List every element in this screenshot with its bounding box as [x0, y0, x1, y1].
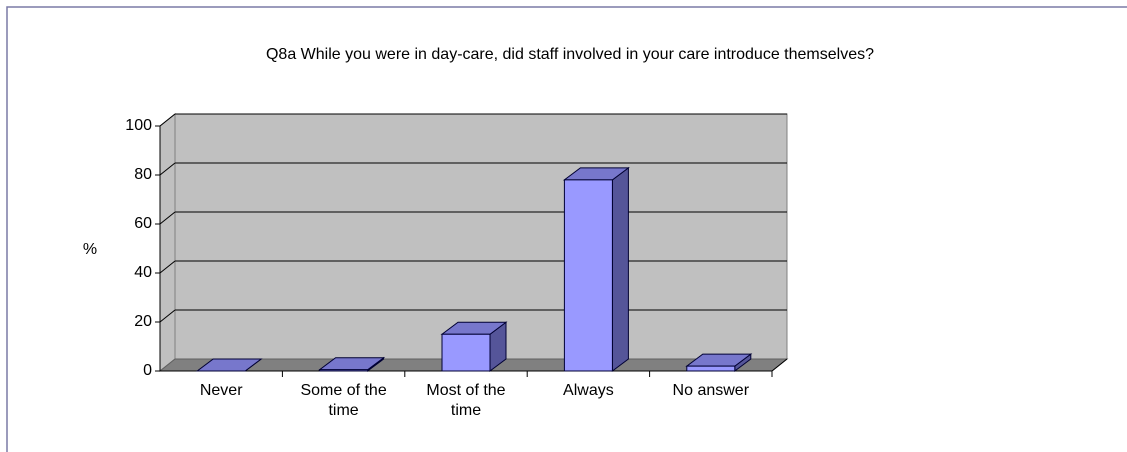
bar: [440, 321, 508, 372]
grid-line: [159, 162, 176, 176]
bar: [195, 358, 263, 372]
x-tick-label: Never: [199, 382, 243, 399]
y-axis-label: %: [83, 241, 97, 258]
bar: [318, 356, 386, 372]
grid-line: [159, 309, 176, 323]
bar: [562, 166, 630, 372]
grid-line: [159, 211, 176, 225]
bar-front: [319, 369, 369, 372]
y-tick-label: 0: [143, 362, 152, 379]
x-tick-label: No answer: [672, 382, 750, 399]
y-tick-label: 40: [134, 264, 152, 281]
bar-front: [686, 365, 736, 372]
bar-front: [441, 333, 491, 372]
grid-line: [159, 113, 176, 127]
x-axis-depth: [771, 358, 788, 372]
bar-side: [611, 166, 629, 372]
y-tick-label: 100: [125, 117, 152, 134]
x-tick-label: Some of the time: [300, 382, 387, 419]
side-wall: [159, 112, 176, 373]
grid-line: [159, 260, 176, 274]
bar: [685, 353, 753, 372]
y-tick-label: 80: [134, 166, 152, 183]
chart-title: Q8a While you were in day-care, did staf…: [265, 46, 874, 63]
x-tick-label: Most of the time: [426, 382, 506, 419]
y-tick-label: 20: [134, 313, 152, 330]
bar-front: [563, 179, 613, 372]
y-tick-label: 60: [134, 215, 152, 232]
x-tick-label: Always: [563, 382, 614, 399]
